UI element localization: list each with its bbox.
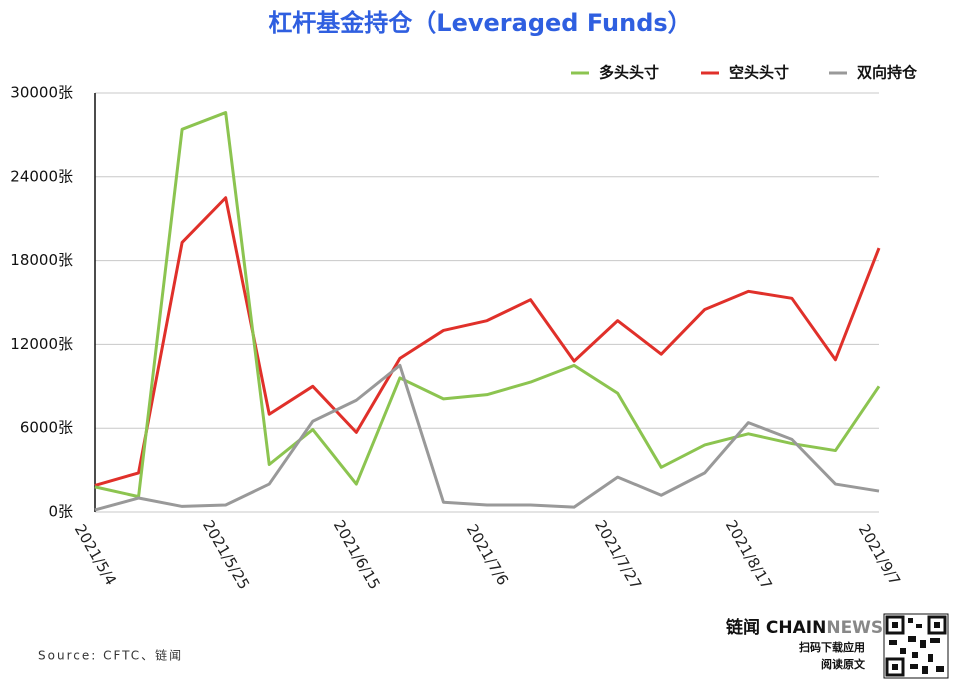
- legend-label: 多头头寸: [599, 64, 659, 82]
- x-tick-label: 2021/5/25: [199, 517, 253, 593]
- x-tick-label: 2021/6/15: [330, 517, 384, 593]
- y-tick-label: 18000张: [10, 251, 73, 269]
- series-line: [94, 111, 881, 499]
- qr-code: [883, 613, 949, 679]
- x-tick-label: 2021/8/17: [722, 517, 776, 593]
- legend-label: 空头头寸: [729, 64, 789, 82]
- chart-title: 杠杆基金持仓（Leveraged Funds）: [268, 9, 691, 37]
- x-tick-label: 2021/7/27: [591, 517, 645, 593]
- y-tick-label: 30000张: [10, 84, 73, 102]
- x-tick-label: 2021/7/6: [463, 521, 512, 588]
- brand-news: NEWS: [826, 618, 883, 638]
- y-tick-label: 24000张: [10, 167, 73, 185]
- y-tick-label: 12000张: [10, 335, 73, 353]
- series-line: [94, 363, 880, 512]
- brand: 链闻 CHAINNEWS: [726, 617, 883, 638]
- download-text: 扫码下载应用: [799, 640, 865, 654]
- series-line: [94, 196, 881, 487]
- brand-chain: CHAIN: [766, 618, 826, 638]
- read-text: 阅读原文: [821, 657, 866, 671]
- y-tick-label: 6000张: [20, 419, 73, 437]
- y-tick-label: 0张: [48, 503, 73, 521]
- legend-label: 双向持仓: [857, 64, 918, 82]
- x-tick-label: 2021/9/7: [855, 521, 904, 588]
- x-tick-label: 2021/5/4: [71, 521, 120, 588]
- source: Source: CFTC、链闻: [38, 648, 183, 663]
- brand-cn: 链闻: [726, 617, 766, 638]
